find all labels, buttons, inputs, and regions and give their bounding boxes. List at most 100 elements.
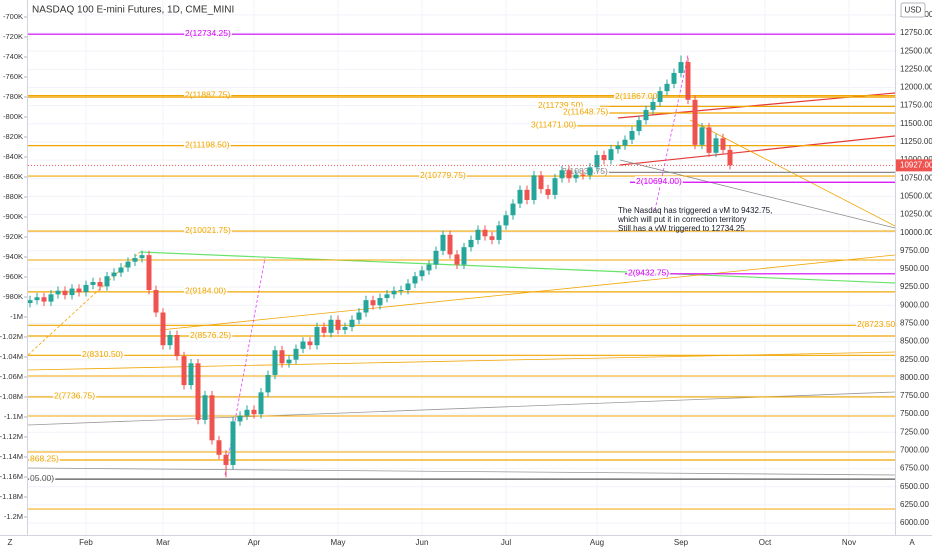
trend-line [689, 119, 896, 227]
level-label: 2(11867.00) [615, 91, 660, 101]
candle-body [426, 264, 432, 271]
level-label: 2(11739.50) [538, 100, 583, 110]
y2-tick-label: -780K [3, 92, 23, 101]
candle-body [398, 290, 404, 292]
scale-button[interactable]: A [909, 538, 915, 547]
candle-body [41, 297, 47, 302]
x-tick-label: Feb [79, 538, 93, 547]
candle-body [643, 109, 649, 121]
candle-body [636, 120, 642, 132]
candle-body [552, 178, 558, 195]
chart-title: NASDAQ 100 E-mini Futures, 1D, CME_MINI [32, 5, 234, 16]
y2-tick-label: -940K [3, 252, 23, 261]
trend-line [159, 254, 896, 331]
level-label-background [419, 169, 468, 180]
level-label: 2(12734.25) [185, 28, 231, 38]
candle-body [153, 290, 159, 313]
y2-tick-label: -1.14M [0, 452, 23, 461]
candle-body [244, 409, 250, 416]
x-tick-label: Jun [416, 538, 429, 547]
candle-body [405, 283, 411, 291]
candle-body [615, 145, 621, 150]
candle-body [713, 138, 719, 153]
currency-button[interactable] [900, 2, 926, 18]
x-tick-label: Mar [156, 538, 170, 547]
level-label: 2(7736.75) [54, 391, 95, 401]
x-tick-label: Oct [759, 538, 772, 547]
y2-tick-label: -980K [3, 292, 23, 301]
candle-body [363, 300, 369, 313]
level-label-background [189, 329, 233, 340]
level-label-background [635, 176, 684, 187]
y-tick-label: 7250.00 [900, 427, 929, 436]
candle-body [258, 392, 264, 415]
level-label-background [184, 224, 233, 235]
candle-body [125, 261, 131, 268]
candle-body [531, 175, 537, 200]
level-label-background [29, 453, 60, 464]
y-tick-label: 8750.00 [900, 319, 929, 328]
candle-body [608, 149, 614, 161]
currency-label[interactable]: USD [905, 6, 922, 15]
candle-body [419, 270, 425, 277]
candle-body [307, 341, 313, 346]
x-tick-label: Sep [674, 538, 689, 547]
candle-body [216, 440, 222, 455]
candle-body [587, 167, 593, 176]
y-tick-label: 8250.00 [900, 355, 929, 364]
level-label: 2(9184.00) [185, 286, 226, 296]
y-tick-label: 8500.00 [900, 337, 929, 346]
candle-body [461, 247, 467, 265]
y2-tick-label: -1.04M [0, 352, 23, 361]
candle-body [111, 272, 117, 277]
candle-body [594, 154, 600, 168]
y-tick-label: 7500.00 [900, 409, 929, 418]
candle-body [328, 319, 334, 333]
trend-line [139, 251, 896, 284]
y2-tick-label: -860K [3, 172, 23, 181]
annotation: The Nasdaq has triggered a vM to 9432.75… [617, 206, 772, 233]
price-tag [896, 159, 932, 172]
y-tick-label: 9000.00 [900, 300, 929, 309]
level-label: 2(8310.50) [82, 349, 123, 359]
level-label-background [184, 89, 232, 100]
candles [27, 55, 733, 478]
candle-body [664, 83, 670, 92]
level-label: 868.25) [30, 454, 59, 464]
y2-tick-label: -960K [3, 272, 23, 281]
candle-body [692, 99, 698, 145]
level-label-background [627, 267, 671, 278]
y-tick-label: 12750.00 [900, 28, 932, 37]
candle-body [440, 234, 446, 251]
candle-body [34, 297, 40, 301]
y-tick-label: 6250.00 [900, 500, 929, 509]
y-tick-label: 6750.00 [900, 464, 929, 473]
level-label-background [53, 390, 97, 401]
level-label: 2(9432.75) [628, 268, 669, 278]
levels: 2(12734.25) 2(11887.75) 2(11867.00) 2(11739… [28, 27, 900, 510]
candle-body [237, 415, 243, 422]
candle-body [167, 335, 173, 346]
candle-body [76, 288, 82, 293]
candle-body [391, 290, 397, 295]
y2-tick-label: -840K [3, 152, 23, 161]
level-label: 2(8723.50) [857, 319, 898, 329]
candle-body [370, 300, 376, 306]
y2-tick-label: -1.2M [4, 512, 23, 521]
candle-body [223, 454, 229, 465]
time-axis-panel [0, 535, 932, 550]
scale-button[interactable]: Z [8, 538, 13, 547]
level-label-background [29, 472, 56, 483]
candle-body [188, 363, 194, 386]
candle-body [580, 174, 586, 176]
level-label: 05.00) [30, 473, 54, 483]
candle-body [559, 170, 565, 179]
left-axis-panel [0, 0, 27, 535]
y-tick-label: 12500.00 [900, 46, 932, 55]
candle-body [454, 254, 460, 265]
candle-body [118, 267, 124, 273]
level-label: 2(11648.75) [563, 107, 608, 117]
candle-body [27, 300, 33, 304]
candle-body [671, 72, 677, 84]
